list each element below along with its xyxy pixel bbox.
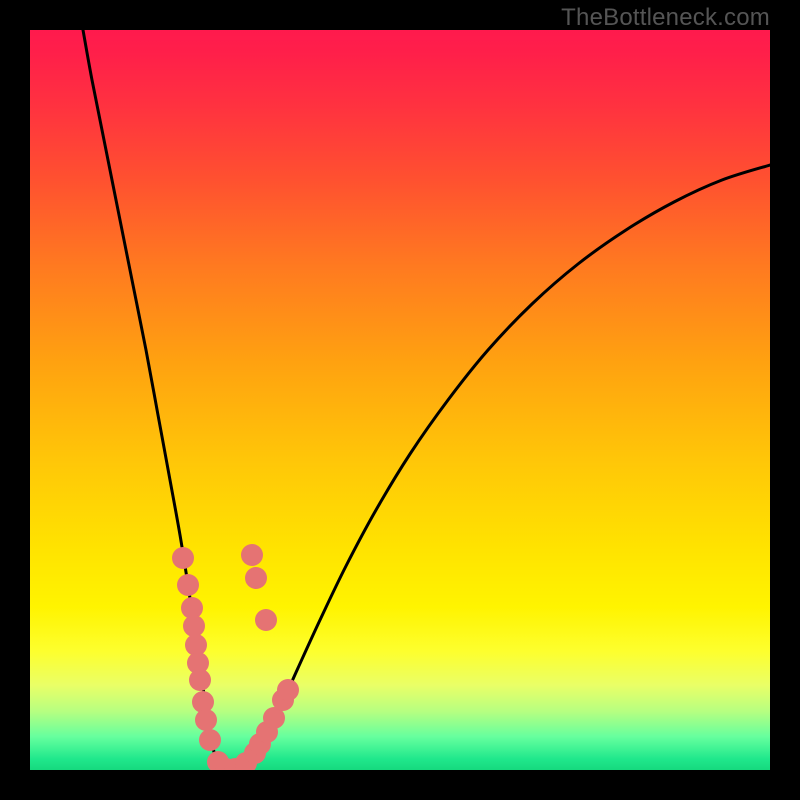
scatter-points (172, 544, 299, 770)
scatter-point (245, 567, 267, 589)
curve-right-branch (228, 165, 770, 770)
scatter-point (241, 544, 263, 566)
scatter-point (195, 709, 217, 731)
plot-area (30, 30, 770, 770)
scatter-point (199, 729, 221, 751)
scatter-point (255, 609, 277, 631)
scatter-point (183, 615, 205, 637)
scatter-point (177, 574, 199, 596)
scatter-point (189, 669, 211, 691)
scatter-point (172, 547, 194, 569)
curve-layer (30, 30, 770, 770)
scatter-point (277, 679, 299, 701)
watermark-text: TheBottleneck.com (561, 4, 770, 32)
